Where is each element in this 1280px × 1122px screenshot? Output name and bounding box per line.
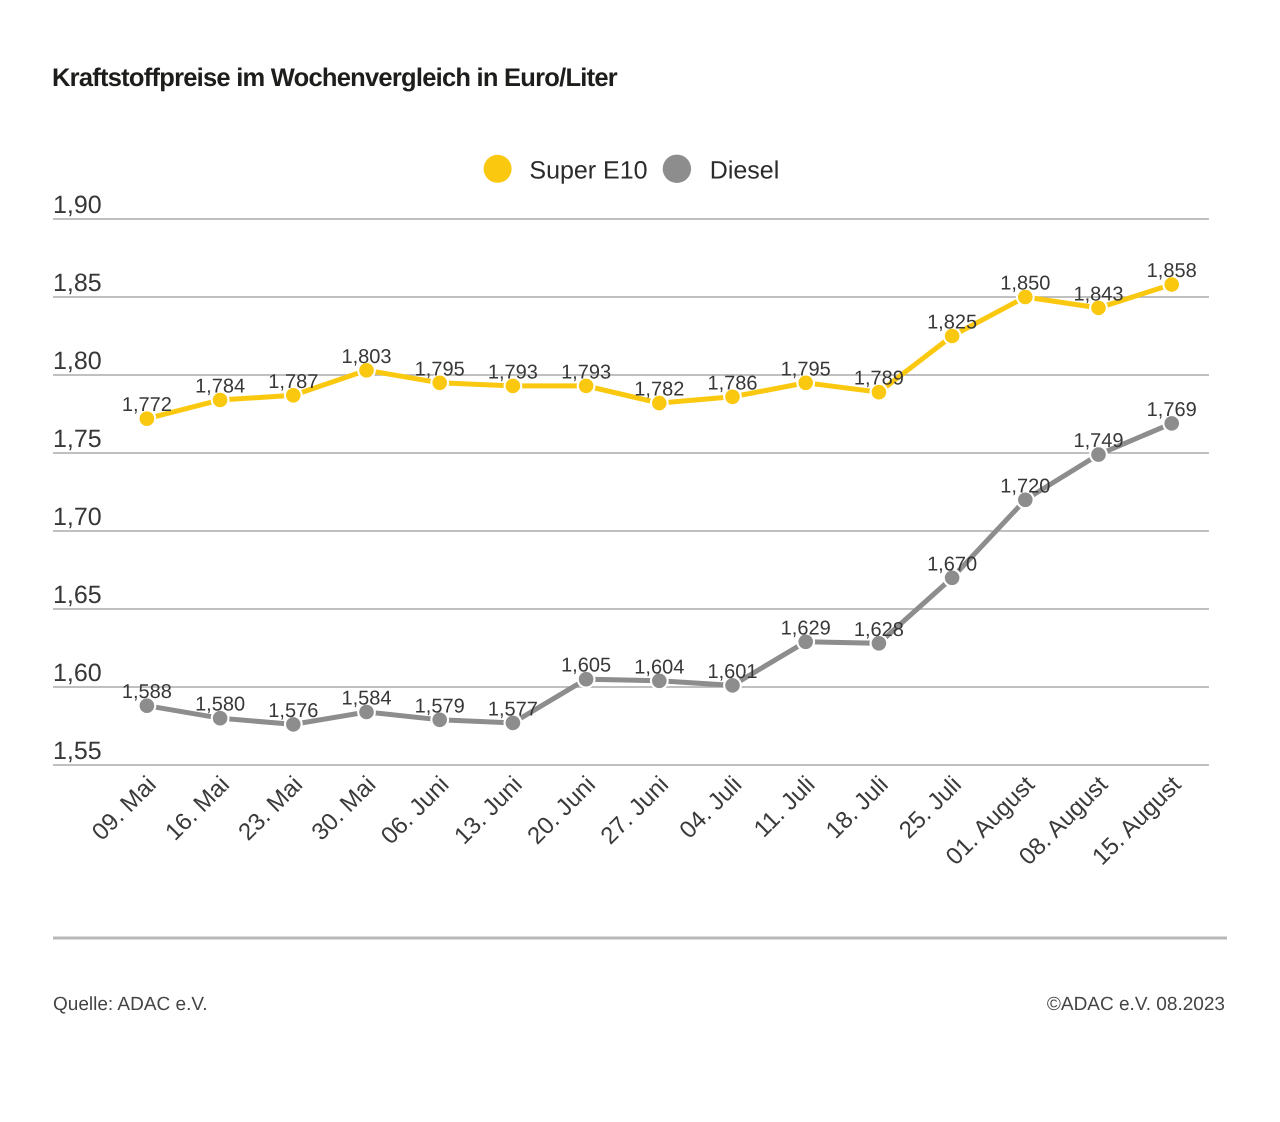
svg-text:1,749: 1,749 [1073,430,1123,452]
svg-text:1,85: 1,85 [53,269,102,297]
svg-text:Quelle: ADAC e.V.: Quelle: ADAC e.V. [53,994,208,1015]
svg-text:1,601: 1,601 [707,661,757,683]
svg-text:Diesel: Diesel [710,157,779,185]
svg-text:1,628: 1,628 [854,619,904,641]
svg-text:1,75: 1,75 [53,425,102,453]
svg-text:1,670: 1,670 [927,553,977,575]
svg-text:Kraftstoffpreise im Wochenverg: Kraftstoffpreise im Wochenvergleich in E… [52,64,618,92]
svg-text:1,604: 1,604 [634,656,684,678]
svg-text:1,784: 1,784 [195,376,245,398]
svg-text:1,576: 1,576 [268,700,318,722]
svg-text:1,772: 1,772 [122,394,172,416]
svg-text:1,825: 1,825 [927,312,977,334]
svg-text:©ADAC e.V. 08.2023: ©ADAC e.V. 08.2023 [1047,994,1225,1015]
svg-text:1,629: 1,629 [781,617,831,639]
svg-text:1,789: 1,789 [854,368,904,390]
svg-text:1,577: 1,577 [488,698,538,720]
svg-text:1,793: 1,793 [561,361,611,383]
svg-text:1,55: 1,55 [53,737,102,765]
svg-text:1,70: 1,70 [53,503,102,531]
svg-text:1,793: 1,793 [488,361,538,383]
svg-text:1,803: 1,803 [341,346,391,368]
svg-text:1,720: 1,720 [1000,475,1050,497]
svg-text:1,795: 1,795 [415,358,465,380]
svg-text:1,769: 1,769 [1147,399,1197,421]
svg-text:1,782: 1,782 [634,379,684,401]
svg-text:1,580: 1,580 [195,694,245,716]
svg-text:1,786: 1,786 [707,372,757,394]
svg-text:1,850: 1,850 [1000,273,1050,295]
svg-text:1,795: 1,795 [781,358,831,380]
svg-text:1,588: 1,588 [122,681,172,703]
svg-text:1,584: 1,584 [341,688,391,710]
svg-text:1,787: 1,787 [268,371,318,393]
svg-text:1,80: 1,80 [53,347,102,375]
svg-text:1,579: 1,579 [415,695,465,717]
svg-text:1,90: 1,90 [53,191,102,219]
svg-text:1,60: 1,60 [53,659,102,687]
svg-text:1,65: 1,65 [53,581,102,609]
svg-text:1,843: 1,843 [1073,283,1123,305]
svg-text:Super E10: Super E10 [529,157,647,185]
svg-text:1,858: 1,858 [1147,260,1197,282]
svg-text:1,605: 1,605 [561,655,611,677]
